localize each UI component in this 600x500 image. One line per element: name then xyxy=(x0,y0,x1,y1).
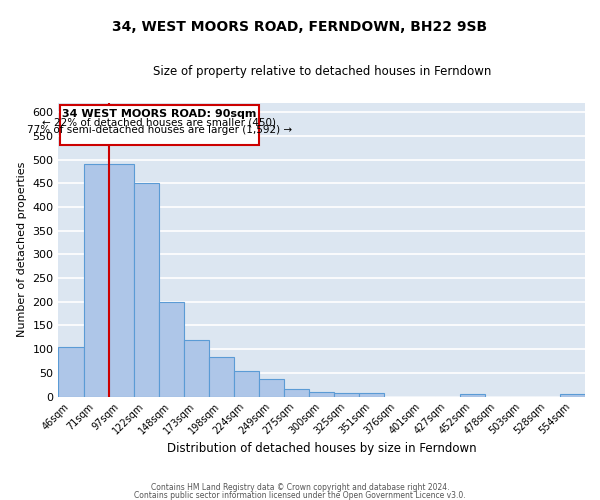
Bar xyxy=(83,164,109,396)
Title: Size of property relative to detached houses in Ferndown: Size of property relative to detached ho… xyxy=(152,65,491,78)
Text: Contains public sector information licensed under the Open Government Licence v3: Contains public sector information licen… xyxy=(134,490,466,500)
Text: 34 WEST MOORS ROAD: 90sqm: 34 WEST MOORS ROAD: 90sqm xyxy=(62,109,257,119)
Bar xyxy=(259,379,284,396)
Bar xyxy=(309,392,334,396)
Bar xyxy=(209,357,234,397)
Text: 77% of semi-detached houses are larger (1,592) →: 77% of semi-detached houses are larger (… xyxy=(27,125,292,135)
Y-axis label: Number of detached properties: Number of detached properties xyxy=(17,162,27,338)
Bar xyxy=(284,390,309,396)
Bar xyxy=(460,394,485,396)
Bar xyxy=(560,394,585,396)
Bar xyxy=(359,393,385,396)
Bar xyxy=(184,340,209,396)
X-axis label: Distribution of detached houses by size in Ferndown: Distribution of detached houses by size … xyxy=(167,442,476,455)
Text: Contains HM Land Registry data © Crown copyright and database right 2024.: Contains HM Land Registry data © Crown c… xyxy=(151,484,449,492)
Bar xyxy=(334,393,359,396)
Text: 34, WEST MOORS ROAD, FERNDOWN, BH22 9SB: 34, WEST MOORS ROAD, FERNDOWN, BH22 9SB xyxy=(112,20,488,34)
FancyBboxPatch shape xyxy=(59,105,259,146)
Bar xyxy=(234,370,259,396)
Bar xyxy=(134,184,159,396)
Bar xyxy=(109,164,134,396)
Bar xyxy=(58,347,83,397)
Text: ← 22% of detached houses are smaller (450): ← 22% of detached houses are smaller (45… xyxy=(43,118,277,128)
Bar xyxy=(159,302,184,396)
